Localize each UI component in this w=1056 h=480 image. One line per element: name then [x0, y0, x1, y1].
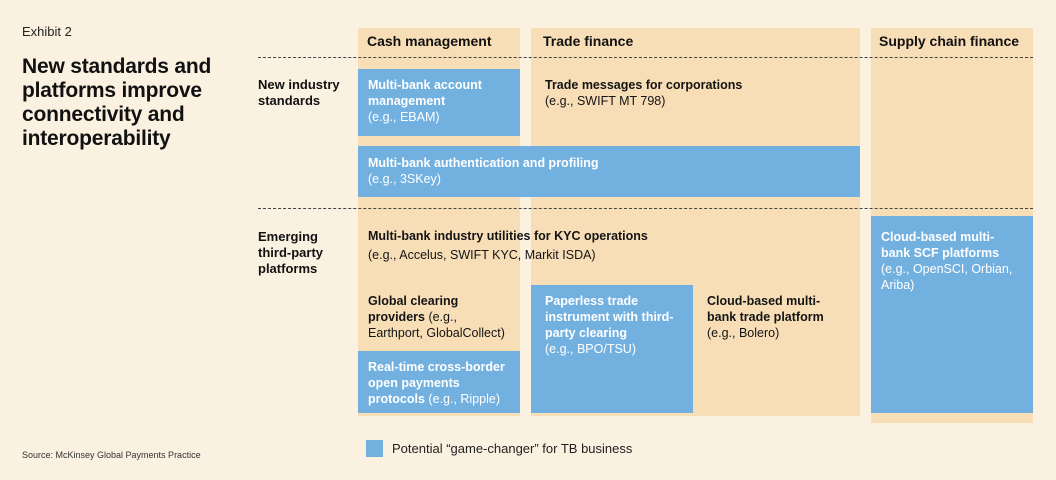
cell-clearing: Global clearing providers (e.g., Earthpo…: [368, 293, 518, 341]
page-title: New standards and platforms improve conn…: [22, 55, 212, 150]
cell-ebam: Multi-bank account management (e.g., EBA…: [358, 69, 520, 136]
cell-cloud-trade-example: (e.g., Bolero): [707, 326, 780, 340]
cell-ebam-title: Multi-bank account management: [368, 78, 482, 108]
cell-clearing-example-2: Earthport, GlobalCollect): [368, 326, 505, 340]
cell-cloud-trade: Cloud-based multi-bank trade platform (e…: [707, 293, 847, 341]
cell-paperless-title: Paperless trade instrument with third-pa…: [545, 294, 674, 340]
column-header-cash: Cash management: [367, 33, 492, 49]
cell-trade-messages-title: Trade messages for corporations: [545, 78, 743, 92]
cell-paperless-example: (e.g., BPO/TSU): [545, 342, 636, 356]
legend-label: Potential “game-changer” for TB business: [392, 441, 633, 456]
cell-authentication: Multi-bank authentication and profiling …: [358, 146, 860, 197]
cell-realtime-title: Real-time cross-border open payments pro…: [368, 360, 505, 406]
cell-ebam-example: (e.g., EBAM): [368, 110, 440, 124]
cell-cloud-scf-title: Cloud-based multi-bank SCF platforms: [881, 230, 1000, 260]
column-header-trade: Trade finance: [543, 33, 634, 49]
cell-realtime-example: (e.g., Ripple): [424, 392, 500, 406]
source-note: Source: McKinsey Global Payments Practic…: [22, 450, 201, 460]
column-header-scf: Supply chain finance: [879, 33, 1020, 49]
cell-kyc: Multi-bank industry utilities for KYC op…: [368, 228, 858, 263]
cell-authentication-example: (e.g., 3SKey): [368, 172, 441, 186]
cell-kyc-example: (e.g., Accelus, SWIFT KYC, Markit ISDA): [368, 248, 596, 262]
row-label-platforms: Emerging third-party platforms: [258, 229, 323, 276]
cell-trade-messages-example: (e.g., SWIFT MT 798): [545, 94, 666, 108]
cell-cloud-scf: Cloud-based multi-bank SCF platforms (e.…: [871, 216, 1033, 413]
cell-clearing-example-1: (e.g.,: [424, 310, 457, 324]
cell-paperless: Paperless trade instrument with third-pa…: [531, 285, 693, 413]
row-label-standards: New industry standards: [258, 77, 340, 108]
legend-swatch: [366, 440, 383, 457]
row-divider-standards: [258, 57, 1033, 58]
cell-cloud-trade-title: Cloud-based multi-bank trade platform: [707, 294, 824, 324]
cell-authentication-title: Multi-bank authentication and profiling: [368, 156, 599, 170]
cell-realtime: Real-time cross-border open payments pro…: [358, 351, 520, 413]
exhibit-label: Exhibit 2: [22, 24, 72, 39]
cell-trade-messages: Trade messages for corporations (e.g., S…: [545, 77, 845, 109]
cell-clearing-title: Global clearing providers: [368, 294, 459, 324]
cell-cloud-scf-example: (e.g., OpenSCI, Orbian, Ariba): [881, 262, 1013, 292]
cell-kyc-title: Multi-bank industry utilities for KYC op…: [368, 229, 648, 243]
row-divider-platforms: [258, 208, 1033, 209]
